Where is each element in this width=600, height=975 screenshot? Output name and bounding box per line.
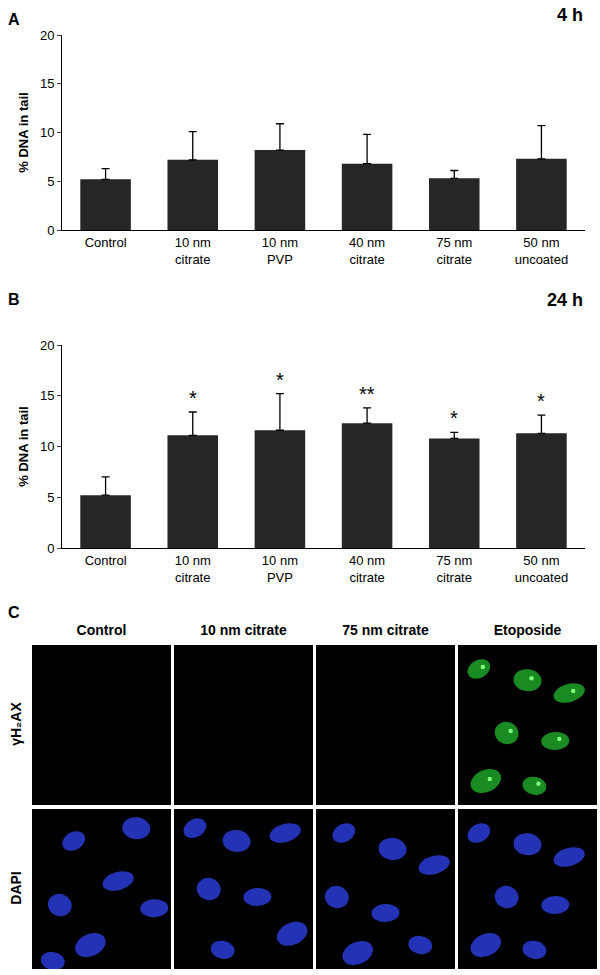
- svg-text:40 nmcitrate: 40 nmcitrate: [349, 235, 385, 267]
- html-text:Control: Control: [76, 622, 127, 638]
- svg-text:4 h: 4 h: [557, 5, 583, 25]
- svg-text:A: A: [8, 11, 20, 28]
- svg-text:15: 15: [40, 388, 54, 403]
- svg-text:10 nmPVP: 10 nmPVP: [262, 553, 298, 585]
- svg-text:50 nmuncoated: 50 nmuncoated: [515, 553, 569, 585]
- svg-text:10: 10: [40, 439, 54, 454]
- svg-text:*: *: [276, 369, 284, 391]
- svg-text:5: 5: [47, 490, 54, 505]
- svg-text:40 nmcitrate: 40 nmcitrate: [349, 553, 385, 585]
- svg-text:50 nmuncoated: 50 nmuncoated: [515, 235, 569, 267]
- svg-text:75 nmcitrate: 75 nmcitrate: [436, 553, 472, 585]
- svg-text:0: 0: [47, 541, 54, 556]
- html-text:75 nm citrate: 75 nm citrate: [342, 622, 429, 638]
- svg-text:*: *: [189, 387, 197, 409]
- svg-text:% DNA in tail: % DNA in tail: [16, 92, 31, 172]
- html-text:DAPI: DAPI: [8, 871, 24, 905]
- svg-text:% DNA in tail: % DNA in tail: [16, 406, 31, 486]
- html-text:γH₂AX: γH₂AX: [8, 702, 24, 746]
- html-text:10 nm citrate: 10 nm citrate: [200, 622, 287, 638]
- html-text:C: C: [8, 604, 20, 621]
- svg-text:*: *: [450, 407, 458, 429]
- svg-text:10 nmcitrate: 10 nmcitrate: [175, 235, 211, 267]
- svg-text:*: *: [537, 390, 545, 412]
- svg-text:24 h: 24 h: [547, 290, 583, 310]
- svg-text:75 nmcitrate: 75 nmcitrate: [436, 235, 472, 267]
- svg-text:Control: Control: [85, 235, 127, 250]
- svg-text:5: 5: [47, 174, 54, 189]
- svg-text:0: 0: [47, 223, 54, 238]
- svg-text:20: 20: [40, 338, 54, 353]
- svg-text:10 nmPVP: 10 nmPVP: [262, 235, 298, 267]
- svg-text:**: **: [359, 383, 375, 405]
- html-text:Etoposide: Etoposide: [493, 622, 562, 638]
- svg-text:20: 20: [40, 28, 54, 43]
- svg-text:10 nmcitrate: 10 nmcitrate: [175, 553, 211, 585]
- svg-text:Control: Control: [85, 553, 127, 568]
- svg-text:15: 15: [40, 76, 54, 91]
- svg-text:B: B: [8, 291, 20, 308]
- svg-text:10: 10: [40, 125, 54, 140]
